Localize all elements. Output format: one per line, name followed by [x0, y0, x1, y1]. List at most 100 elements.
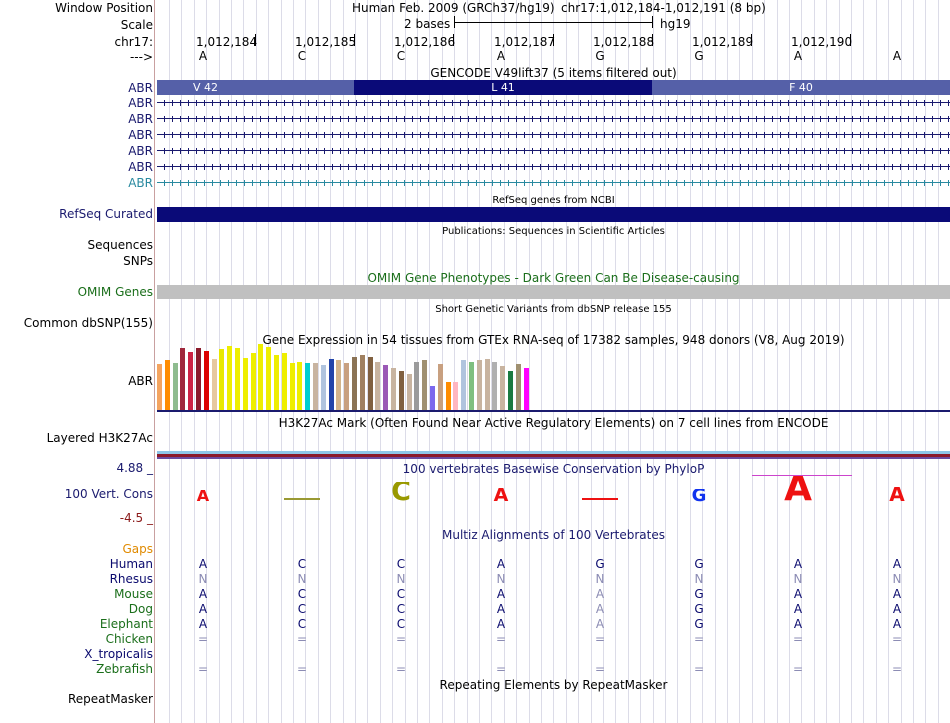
- omim-label[interactable]: OMIM Genes: [77, 285, 153, 299]
- species-label[interactable]: Mouse: [114, 587, 153, 601]
- transcript-row[interactable]: [157, 132, 950, 138]
- gtex-tissue-bar[interactable]: [523, 368, 529, 410]
- gtex-tissue-bar[interactable]: [414, 362, 420, 410]
- snps-label[interactable]: SNPs: [123, 254, 153, 268]
- coordinate-tick-label: 1,012,187: [494, 35, 556, 49]
- gencode-label-7[interactable]: ABR: [128, 176, 153, 190]
- species-label[interactable]: Elephant: [99, 617, 153, 631]
- gtex-tissue-bar[interactable]: [328, 359, 334, 410]
- gtex-tissue-bar[interactable]: [242, 358, 248, 410]
- gencode-exon-segment[interactable]: L 41: [354, 80, 652, 95]
- species-label[interactable]: Rhesus: [109, 572, 153, 586]
- gtex-tissue-bar[interactable]: [515, 364, 521, 410]
- gtex-tissue-bar[interactable]: [219, 349, 225, 410]
- gtex-tissue-bar[interactable]: [344, 363, 350, 410]
- gtex-tissue-bar[interactable]: [445, 382, 451, 410]
- gtex-tissue-bar[interactable]: [203, 351, 209, 410]
- refseq-label[interactable]: RefSeq Curated: [59, 207, 153, 221]
- species-label[interactable]: Chicken: [105, 632, 153, 646]
- gtex-tissue-bar[interactable]: [375, 362, 381, 410]
- species-label[interactable]: X_tropicalis: [84, 647, 153, 661]
- gtex-tissue-bar[interactable]: [274, 355, 279, 410]
- gtex-tissue-bar[interactable]: [227, 346, 233, 410]
- transcript-row[interactable]: [157, 100, 950, 106]
- transcript-row[interactable]: [157, 164, 950, 170]
- gtex-tissue-bar[interactable]: [289, 363, 295, 410]
- gtex-tissue-bar[interactable]: [258, 344, 264, 410]
- h3k27ac-signal-1[interactable]: [157, 451, 950, 454]
- gtex-tissue-bar[interactable]: [157, 364, 162, 410]
- gtex-tissue-bar[interactable]: [476, 360, 482, 410]
- gtex-tissue-bar[interactable]: [492, 362, 498, 410]
- gtex-tissue-bar[interactable]: [172, 363, 178, 410]
- gtex-tissue-bar[interactable]: [336, 360, 342, 410]
- transcript-row[interactable]: [157, 116, 950, 122]
- gtex-tissue-bar[interactable]: [406, 374, 412, 410]
- gtex-tissue-bar[interactable]: [235, 348, 240, 410]
- gtex-tissue-bar[interactable]: [461, 360, 467, 410]
- coordinate-tick: [453, 34, 454, 46]
- gencode-exon-segment[interactable]: V 42: [157, 80, 354, 95]
- gaps-label[interactable]: Gaps: [122, 542, 153, 556]
- gtex-tissue-bar[interactable]: [500, 366, 506, 410]
- alignment-base: =: [495, 662, 507, 676]
- omim-bar[interactable]: [157, 285, 950, 299]
- position-text[interactable]: chr17:1,012,184-1,012,191 (8 bp): [561, 1, 766, 15]
- transcript-row[interactable]: [157, 148, 950, 154]
- conservation-letter[interactable]: C: [391, 482, 411, 502]
- gencode-label-1[interactable]: ABR: [128, 81, 153, 95]
- gtex-tissue-bar[interactable]: [508, 371, 513, 410]
- gtex-tissue-bar[interactable]: [266, 347, 272, 410]
- gtex-tissue-bar[interactable]: [453, 382, 459, 410]
- gtex-tissue-bar[interactable]: [313, 363, 318, 410]
- gtex-tissue-bar[interactable]: [422, 360, 428, 410]
- alignment-base: =: [594, 632, 606, 646]
- species-label[interactable]: Human: [109, 557, 153, 571]
- gtex-tissue-bar[interactable]: [437, 364, 443, 410]
- transcript-row[interactable]: [157, 180, 950, 186]
- gtex-tissue-bar[interactable]: [281, 353, 287, 410]
- gtex-tissue-bar[interactable]: [352, 357, 357, 410]
- species-label[interactable]: Zebrafish: [96, 662, 153, 676]
- conservation-mark[interactable]: [582, 498, 618, 500]
- gencode-label-6[interactable]: ABR: [128, 160, 153, 174]
- gencode-label-2[interactable]: ABR: [128, 96, 153, 110]
- h3k27ac-signal-3[interactable]: [157, 457, 950, 459]
- gtex-tissue-bar[interactable]: [188, 352, 194, 410]
- gtex-tissue-bar[interactable]: [430, 386, 435, 410]
- cons-label[interactable]: 100 Vert. Cons: [64, 487, 153, 501]
- sequences-label[interactable]: Sequences: [87, 238, 153, 252]
- gtex-tissue-bar[interactable]: [305, 363, 311, 410]
- gencode-exon-segment[interactable]: F 40: [652, 80, 950, 95]
- gtex-tissue-bar[interactable]: [367, 357, 373, 410]
- conservation-letter[interactable]: A: [493, 488, 509, 502]
- gtex-tissue-bar[interactable]: [250, 353, 256, 410]
- gtex-tissue-bar[interactable]: [391, 368, 396, 410]
- h3k27ac-label[interactable]: Layered H3K27Ac: [46, 431, 153, 445]
- gtex-tissue-bar[interactable]: [180, 348, 186, 410]
- gtex-tissue-bar[interactable]: [211, 359, 217, 410]
- gtex-tissue-bar[interactable]: [398, 371, 404, 410]
- gtex-label[interactable]: ABR: [128, 374, 153, 388]
- gtex-tissue-bar[interactable]: [484, 359, 490, 410]
- gtex-tissue-bar[interactable]: [383, 365, 389, 410]
- gtex-tissue-bar[interactable]: [359, 355, 365, 410]
- conservation-letter[interactable]: A: [196, 490, 210, 502]
- gtex-tissue-bar[interactable]: [469, 362, 474, 410]
- gtex-tissue-bar[interactable]: [320, 365, 326, 410]
- gencode-label-3[interactable]: ABR: [128, 112, 153, 126]
- gencode-label-4[interactable]: ABR: [128, 128, 153, 142]
- conservation-letter[interactable]: A: [784, 475, 812, 502]
- gtex-tissue-bar[interactable]: [297, 362, 303, 410]
- conservation-letter[interactable]: A: [889, 487, 905, 502]
- gtex-tissue-bar[interactable]: [196, 348, 201, 410]
- conservation-letter[interactable]: G: [691, 489, 707, 502]
- refseq-gene-bar[interactable]: [157, 207, 950, 222]
- repeatmasker-label[interactable]: RepeatMasker: [67, 692, 153, 706]
- h3k27ac-signal-2[interactable]: [157, 454, 950, 457]
- gtex-tissue-bar[interactable]: [164, 360, 170, 410]
- dbsnp-label[interactable]: Common dbSNP(155): [23, 316, 153, 330]
- gencode-label-5[interactable]: ABR: [128, 144, 153, 158]
- conservation-mark[interactable]: [284, 498, 320, 500]
- species-label[interactable]: Dog: [128, 602, 153, 616]
